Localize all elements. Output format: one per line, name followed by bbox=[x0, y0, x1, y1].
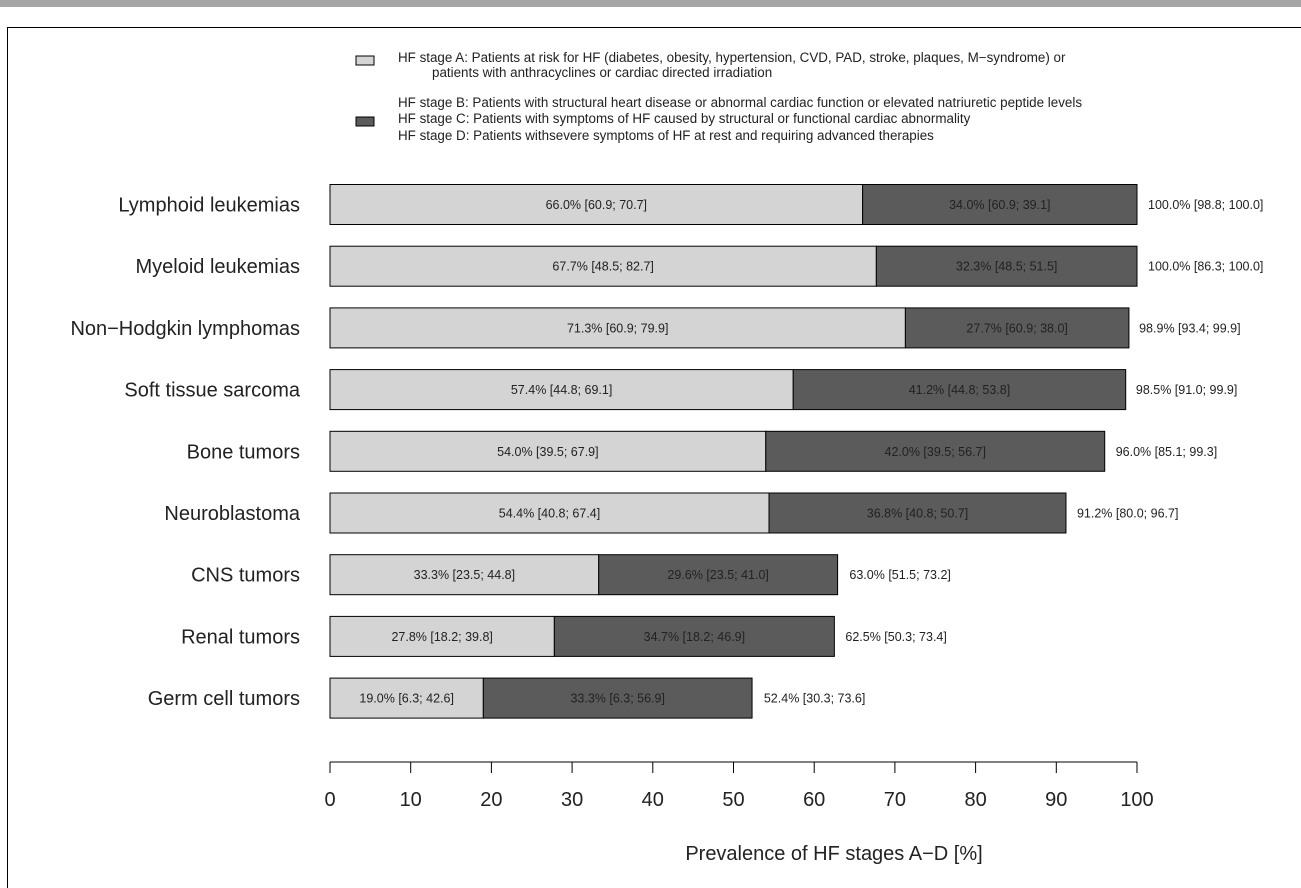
legend-text: HF stage D: Patients withsevere symptoms… bbox=[398, 128, 934, 143]
x-tick-label: 80 bbox=[964, 789, 986, 811]
segment-label: 36.8% [40.8; 50.7] bbox=[867, 507, 968, 521]
bar-segment-stage-b-d bbox=[862, 184, 1138, 225]
category-label: Bone tumors bbox=[187, 441, 300, 463]
segment-label: 32.3% [48.5; 51.5] bbox=[956, 260, 1057, 274]
segment-label: 66.0% [60.9; 70.7] bbox=[546, 198, 647, 212]
x-tick-label: 10 bbox=[400, 789, 422, 811]
x-axis: 0 10 20 30 40 50 60 70 80 90 100 Prevalence of HF s… bbox=[324, 761, 1154, 865]
legend-key-2 bbox=[355, 116, 375, 127]
segment-label: 27.7% [60.9; 38.0] bbox=[966, 321, 1067, 335]
top-rule bbox=[0, 0, 1301, 7]
figure-frame bbox=[7, 27, 1301, 888]
bar-segment-stage-b-d bbox=[598, 554, 839, 596]
total-label: 98.9% [93.4; 99.9] bbox=[1139, 321, 1240, 335]
x-tick-label: 90 bbox=[1045, 789, 1067, 811]
segment-label: 54.4% [40.8; 67.4] bbox=[499, 507, 600, 521]
bar-segment-stage-b-d bbox=[875, 245, 1138, 287]
category-label: Soft tissue sarcoma bbox=[124, 380, 301, 402]
total-label: 63.0% [51.5; 73.2] bbox=[849, 568, 950, 582]
category-label: Non−Hodgkin lymphomas bbox=[70, 318, 300, 340]
legend-text: HF stage B: Patients with structural hea… bbox=[398, 95, 1082, 110]
legend-text: HF stage C: Patients with symptoms of HF… bbox=[398, 111, 971, 126]
x-tick-label: 50 bbox=[722, 789, 744, 811]
x-tick-label: 70 bbox=[884, 789, 906, 811]
category-label: Neuroblastoma bbox=[164, 503, 301, 525]
total-label: 62.5% [50.3; 73.4] bbox=[845, 630, 946, 644]
segment-label: 42.0% [39.5; 56.7] bbox=[885, 445, 986, 459]
segment-label: 33.3% [23.5; 44.8] bbox=[414, 568, 515, 582]
bar-segment-stage-a bbox=[329, 615, 555, 657]
x-tick-label: 30 bbox=[561, 789, 583, 811]
legend: HF stage A: Patients at risk for HF (dia… bbox=[355, 50, 1082, 143]
segment-label: 27.8% [18.2; 39.8] bbox=[391, 630, 492, 644]
segment-label: 71.3% [60.9; 79.9] bbox=[567, 321, 668, 335]
bar-segment-stage-b-d bbox=[904, 307, 1130, 349]
bar-segment-stage-b-d bbox=[792, 369, 1127, 411]
x-tick-label: 60 bbox=[803, 789, 825, 811]
legend-text: patients with anthracyclines or cardiac … bbox=[432, 65, 772, 80]
bar-segment-stage-b-d bbox=[765, 430, 1106, 472]
bar-segment-stage-a bbox=[329, 430, 767, 472]
legend-text: HF stage A: Patients at risk for HF (dia… bbox=[398, 50, 1066, 65]
x-tick-label: 0 bbox=[324, 789, 335, 811]
category-label: Myeloid leukemias bbox=[135, 256, 300, 278]
x-tick-label: 20 bbox=[480, 789, 502, 811]
segment-label: 19.0% [6.3; 42.6] bbox=[359, 692, 454, 706]
x-axis-title: Prevalence of HF stages A−D [%] bbox=[685, 843, 982, 865]
bar-segment-stage-a bbox=[329, 677, 484, 719]
x-tick-label: 100 bbox=[1120, 789, 1153, 811]
bar-segment-stage-a bbox=[329, 245, 877, 287]
segment-label: 67.7% [48.5; 82.7] bbox=[552, 260, 653, 274]
segment-label: 41.2% [44.8; 53.8] bbox=[909, 383, 1010, 397]
bar-segment-stage-b-d bbox=[768, 492, 1067, 534]
category-label: Germ cell tumors bbox=[148, 688, 300, 710]
segment-label: 57.4% [44.8; 69.1] bbox=[511, 383, 612, 397]
bar-segment-stage-a bbox=[329, 492, 770, 534]
total-label: 100.0% [86.3; 100.0] bbox=[1148, 260, 1263, 274]
bar-segment-stage-b-d bbox=[482, 677, 753, 719]
segment-label: 29.6% [23.5; 41.0] bbox=[667, 568, 768, 582]
segment-label: 34.0% [60.9; 39.1] bbox=[949, 198, 1050, 212]
category-label: Renal tumors bbox=[181, 626, 300, 648]
total-label: 98.5% [91.0; 99.9] bbox=[1136, 383, 1237, 397]
segment-label: 34.7% [18.2; 46.9] bbox=[644, 630, 745, 644]
category-label: CNS tumors bbox=[191, 565, 300, 587]
category-label: Lymphoid leukemias bbox=[118, 195, 300, 217]
segment-label: 33.3% [6.3; 56.9] bbox=[570, 692, 665, 706]
bar-segment-stage-b-d bbox=[553, 615, 835, 657]
bars: Lymphoid leukemias 66.0% [60.9; 70.7] 34.0… bbox=[70, 184, 1263, 719]
total-label: 91.2% [80.0; 96.7] bbox=[1077, 507, 1178, 521]
total-label: 100.0% [98.8; 100.0] bbox=[1148, 198, 1263, 212]
legend-key-1 bbox=[355, 55, 375, 66]
x-tick-label: 40 bbox=[642, 789, 664, 811]
segment-label: 54.0% [39.5; 67.9] bbox=[497, 445, 598, 459]
total-label: 52.4% [30.3; 73.6] bbox=[764, 692, 865, 706]
total-label: 96.0% [85.1; 99.3] bbox=[1116, 445, 1217, 459]
bar-segment-stage-a bbox=[329, 554, 600, 596]
